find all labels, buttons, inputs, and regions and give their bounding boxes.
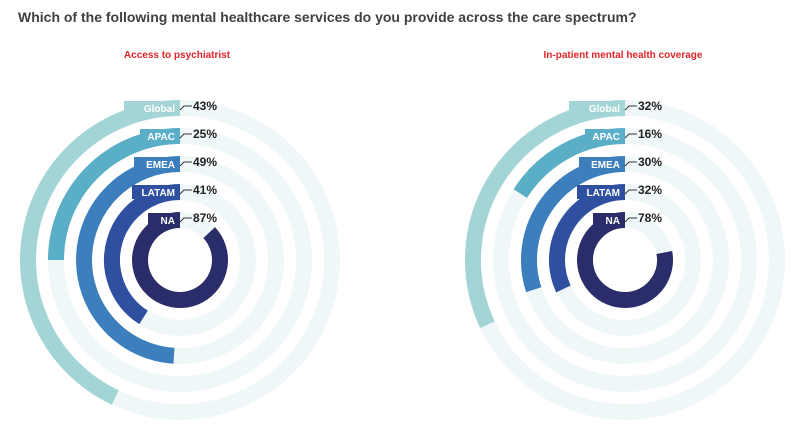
ring-label-na: NA: [606, 216, 620, 227]
ring-value-latam: 41%: [193, 183, 217, 197]
ring-label-apac: APAC: [147, 132, 175, 143]
ring-label-global: Global: [144, 104, 175, 115]
ring-label-bg-apac: [140, 129, 180, 143]
ring-bar-na: [577, 212, 673, 308]
ring-label-bg-na: [148, 213, 180, 227]
ring-leader-emea: [179, 161, 192, 167]
ring-label-bg-emea: [134, 157, 180, 171]
ring-value-apac: 16%: [638, 127, 662, 141]
ring-label-emea: EMEA: [146, 160, 175, 171]
ring-bar-global: [20, 100, 181, 405]
ring-label-emea: EMEA: [591, 160, 620, 171]
ring-bar-emea: [76, 156, 181, 364]
chart-right: Global 32% APAC 16% EMEA 30% LATAM 32% NA 78%: [465, 99, 785, 420]
ring-label-bg-global: [124, 101, 180, 115]
ring-leader-global: [624, 105, 637, 111]
ring-leader-apac: [179, 133, 192, 139]
ring-label-bg-latam: [132, 185, 180, 199]
chart-left-subtitle: Access to psychiatrist: [123, 50, 231, 61]
ring-value-emea: 49%: [193, 155, 217, 169]
ring-label-apac: APAC: [592, 132, 620, 143]
ring-label-global: Global: [589, 104, 620, 115]
ring-label-latam: LATAM: [586, 188, 620, 199]
ring-value-na: 87%: [193, 211, 217, 225]
ring-leader-latam: [624, 189, 637, 195]
ring-value-global: 43%: [193, 99, 217, 113]
ring-leader-na: [624, 217, 637, 223]
ring-leader-na: [179, 217, 192, 223]
ring-leader-emea: [624, 161, 637, 167]
ring-value-emea: 30%: [638, 155, 662, 169]
ring-value-global: 32%: [638, 99, 662, 113]
ring-label-bg-emea: [579, 157, 625, 171]
ring-value-na: 78%: [638, 211, 662, 225]
ring-leader-apac: [624, 133, 637, 139]
ring-value-latam: 32%: [638, 183, 662, 197]
ring-leader-latam: [179, 189, 192, 195]
ring-label-latam: LATAM: [141, 188, 175, 199]
chart-right-subtitle: In-patient mental health coverage: [543, 50, 703, 61]
ring-label-bg-global: [569, 101, 625, 115]
ring-label-bg-na: [593, 213, 625, 227]
ring-bar-na: [132, 212, 228, 308]
ring-value-apac: 25%: [193, 127, 217, 141]
page-title: Which of the following mental healthcare…: [18, 9, 637, 25]
ring-leader-global: [179, 105, 192, 111]
ring-label-na: NA: [161, 216, 175, 227]
ring-label-bg-latam: [577, 185, 625, 199]
chart-left: Global 43% APAC 25% EMEA 49% LATAM 41% NA 87%: [20, 99, 340, 420]
ring-label-bg-apac: [585, 129, 625, 143]
